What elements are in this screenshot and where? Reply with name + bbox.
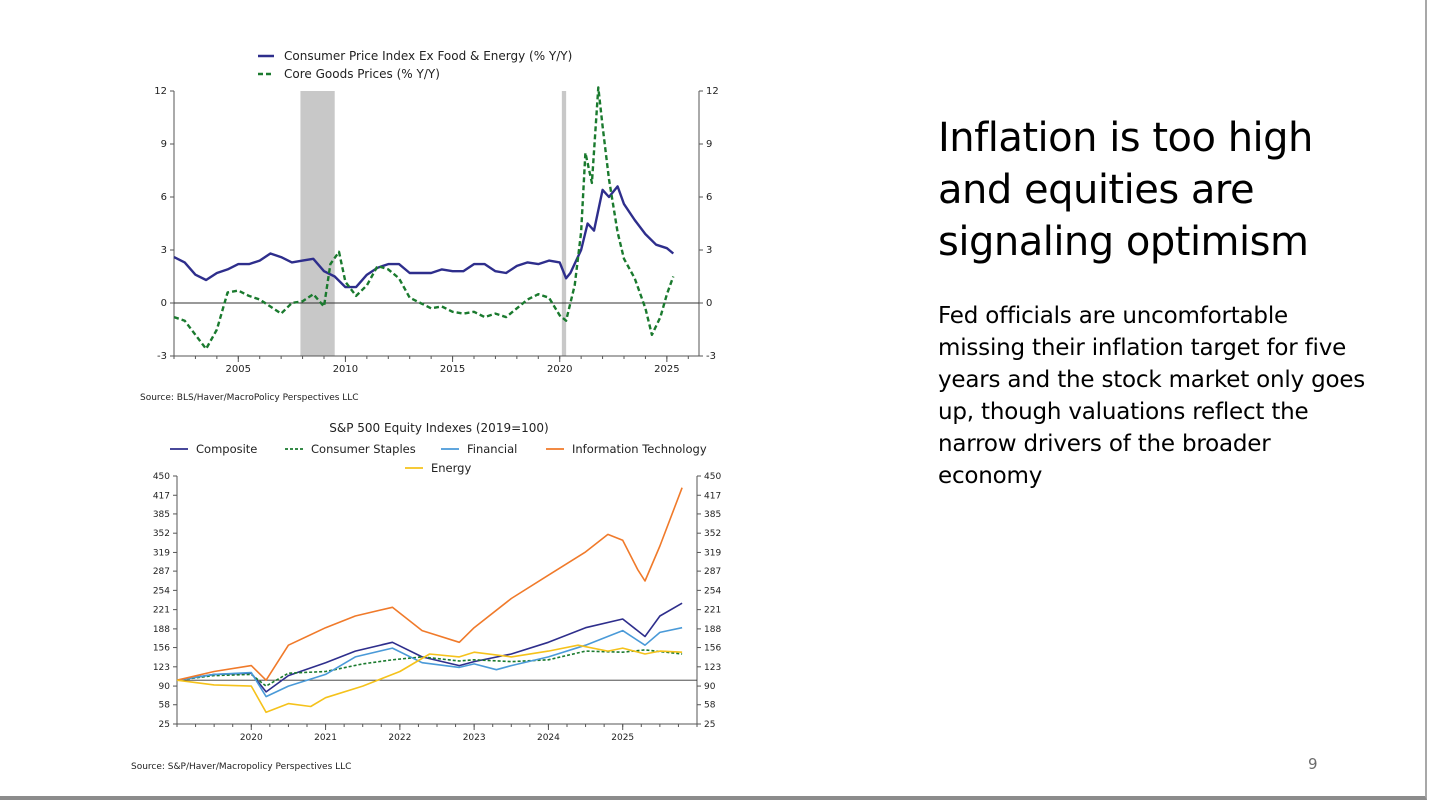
equity-plot-area: 25 25 58 58 90 90 123 123 156 156 188 188 221 221 254 2… bbox=[153, 472, 722, 743]
series-line-core-goods-prices-y-y bbox=[173, 86, 675, 351]
slide-body: Fed officials are uncomfortable missing … bbox=[938, 303, 1366, 489]
y-tick-label-right: 156 bbox=[704, 644, 721, 654]
y-tick-label-right: 352 bbox=[704, 529, 721, 539]
y-tick-label-left: 90 bbox=[159, 682, 171, 692]
y-tick-label-left: 12 bbox=[154, 86, 167, 97]
y-tick-label-right: 287 bbox=[704, 567, 721, 577]
legend-label-financial: Financial bbox=[467, 442, 517, 456]
y-tick-label-left: 319 bbox=[153, 548, 170, 558]
y-tick-label-left: 25 bbox=[159, 720, 170, 730]
equity-chart-source: Source: S&P/Haver/Macropolicy Perspectiv… bbox=[131, 762, 352, 772]
y-tick-label-left: 58 bbox=[159, 701, 171, 711]
slide-title: Inflation is too high and equities are s… bbox=[938, 115, 1313, 265]
y-tick-label-left: 0 bbox=[161, 298, 167, 309]
y-tick-label-left: 188 bbox=[153, 625, 170, 635]
x-tick-label: 2025 bbox=[654, 364, 679, 375]
recession-band bbox=[300, 91, 335, 356]
y-tick-label-right: 6 bbox=[706, 192, 712, 203]
y-tick-label-right: 188 bbox=[704, 625, 721, 635]
y-tick-label-right: 3 bbox=[706, 245, 712, 256]
y-tick-label-left: 9 bbox=[161, 139, 167, 150]
y-tick-label-right: 90 bbox=[704, 682, 716, 692]
series-line-information-technology bbox=[176, 487, 683, 682]
y-tick-label-right: 254 bbox=[704, 586, 721, 596]
y-tick-label-left: 156 bbox=[153, 644, 170, 654]
series-line-consumer-staples bbox=[176, 649, 683, 687]
y-tick-label-left: 450 bbox=[153, 472, 170, 482]
x-tick-label: 2022 bbox=[388, 733, 411, 743]
x-tick-label: 2023 bbox=[463, 733, 486, 743]
cpi-plot-area: -3 -3 0 0 3 3 6 6 9 9 12 12 2005 2010 2015 2020 2025 bbox=[154, 86, 718, 375]
equity-chart-title: S&P 500 Equity Indexes (2019=100) bbox=[329, 421, 548, 435]
y-tick-label-right: 123 bbox=[704, 663, 721, 673]
y-tick-label-left: 221 bbox=[153, 606, 170, 616]
y-tick-label-right: 9 bbox=[706, 139, 712, 150]
legend-label-info-tech: Information Technology bbox=[572, 442, 707, 456]
y-tick-label-right: 58 bbox=[704, 701, 716, 711]
x-tick-label: 2005 bbox=[226, 364, 251, 375]
y-tick-label-left: 287 bbox=[153, 567, 170, 577]
y-tick-label-right: 12 bbox=[706, 86, 719, 97]
legend-label-composite: Composite bbox=[196, 442, 257, 456]
y-tick-label-right: 221 bbox=[704, 606, 721, 616]
equity-chart: S&P 500 Equity Indexes (2019=100) Compos… bbox=[153, 421, 722, 743]
y-tick-label-left: 254 bbox=[153, 586, 170, 596]
y-tick-label-left: 123 bbox=[153, 663, 170, 673]
series-line-consumer-price-index-ex-food-energy-y-y bbox=[173, 185, 675, 289]
y-tick-label-left: 3 bbox=[161, 245, 167, 256]
x-tick-label: 2024 bbox=[537, 733, 560, 743]
y-tick-label-right: 417 bbox=[704, 491, 721, 501]
cpi-chart-source: Source: BLS/Haver/MacroPolicy Perspectiv… bbox=[140, 393, 359, 403]
cpi-chart-legend: Consumer Price Index Ex Food & Energy (%… bbox=[258, 49, 572, 81]
legend-label-staples: Consumer Staples bbox=[311, 442, 416, 456]
x-tick-label: 2020 bbox=[240, 733, 263, 743]
x-tick-label: 2025 bbox=[611, 733, 634, 743]
x-tick-label: 2015 bbox=[440, 364, 465, 375]
x-tick-label: 2021 bbox=[314, 733, 337, 743]
y-tick-label-right: 450 bbox=[704, 472, 721, 482]
y-tick-label-right: 319 bbox=[704, 548, 721, 558]
y-tick-label-right: 25 bbox=[704, 720, 715, 730]
series-line-composite bbox=[176, 602, 683, 693]
recession-band bbox=[561, 91, 567, 356]
y-tick-label-left: 385 bbox=[153, 510, 170, 520]
cpi-chart: Consumer Price Index Ex Food & Energy (%… bbox=[154, 49, 718, 375]
y-tick-label-right: -3 bbox=[706, 351, 716, 362]
series-line-energy bbox=[176, 644, 683, 714]
legend-label-core-goods: Core Goods Prices (% Y/Y) bbox=[284, 67, 440, 81]
series-line-financial bbox=[176, 626, 683, 698]
y-tick-label-left: 352 bbox=[153, 529, 170, 539]
legend-label-core-cpi: Consumer Price Index Ex Food & Energy (%… bbox=[284, 49, 572, 63]
equity-chart-legend: Composite Consumer Staples Financial Inf… bbox=[170, 442, 707, 475]
y-tick-label-right: 0 bbox=[706, 298, 712, 309]
legend-label-energy: Energy bbox=[431, 461, 471, 475]
x-tick-label: 2020 bbox=[547, 364, 572, 375]
x-tick-label: 2010 bbox=[333, 364, 358, 375]
y-tick-label-left: 417 bbox=[153, 491, 170, 501]
y-tick-label-right: 385 bbox=[704, 510, 721, 520]
y-tick-label-left: -3 bbox=[157, 351, 167, 362]
page-number: 9 bbox=[1308, 755, 1318, 773]
y-tick-label-left: 6 bbox=[161, 192, 167, 203]
